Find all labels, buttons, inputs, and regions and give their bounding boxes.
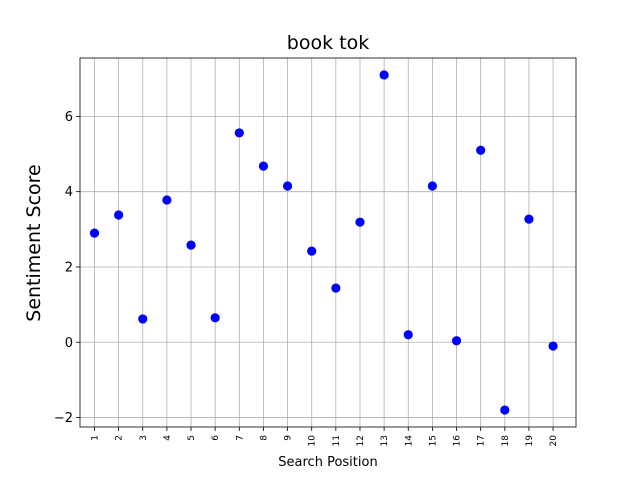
- data-point: [331, 283, 341, 293]
- x-tick-label: 20: [549, 435, 559, 447]
- y-tick-label: 2: [65, 260, 73, 275]
- y-tick-label: −2: [54, 411, 73, 426]
- x-tick-label: 2: [115, 435, 125, 441]
- data-point: [500, 405, 510, 415]
- x-tick-label: 7: [235, 435, 245, 441]
- x-tick-label: 1: [90, 435, 100, 441]
- x-tick-label: 18: [501, 435, 511, 447]
- y-axis-ticks: −2 0 2 4 6: [54, 110, 80, 426]
- y-tick-label: 4: [65, 185, 73, 200]
- y-axis-label: Sentiment Score: [23, 164, 45, 321]
- data-point: [89, 228, 100, 238]
- x-tick-label: 12: [356, 435, 366, 446]
- data-point: [307, 246, 317, 256]
- x-tick-label: 4: [163, 435, 173, 441]
- y-tick-label: 0: [65, 336, 73, 351]
- data-point: [476, 145, 486, 155]
- data-point: [114, 210, 124, 220]
- x-tick-label: 19: [525, 435, 535, 447]
- data-point: [258, 161, 269, 171]
- x-tick-label: 10: [308, 435, 318, 447]
- x-tick-label: 16: [453, 435, 463, 447]
- data-point: [548, 341, 558, 351]
- x-tick-label: 6: [211, 435, 221, 441]
- data-point: [379, 70, 389, 80]
- data-points: [89, 70, 558, 415]
- x-tick-label: 17: [477, 435, 487, 446]
- x-axis-label: Search Position: [278, 455, 377, 470]
- data-point: [282, 181, 293, 191]
- data-point: [355, 217, 365, 227]
- data-point: [210, 313, 220, 323]
- x-tick-label: 3: [139, 435, 149, 441]
- y-tick-label: 6: [65, 110, 73, 125]
- x-tick-label: 11: [332, 435, 342, 446]
- data-point: [451, 336, 462, 346]
- x-tick-label: 5: [187, 435, 197, 441]
- chart-title: book tok: [287, 32, 369, 54]
- data-point: [403, 330, 413, 340]
- x-tick-label: 15: [428, 435, 438, 446]
- data-point: [427, 181, 437, 191]
- data-point: [162, 195, 172, 205]
- x-axis-ticks: 1 2 3 4 5 6 7 8 9 10 11 12 13 14 15 16 17 18 19 20: [90, 427, 559, 446]
- data-point: [524, 214, 534, 224]
- data-point: [186, 240, 196, 250]
- x-tick-label: 13: [380, 435, 390, 446]
- x-tick-label: 8: [259, 435, 269, 441]
- x-tick-label: 14: [404, 435, 414, 447]
- x-tick-label: 9: [284, 435, 294, 441]
- data-point: [234, 128, 244, 138]
- plot-frame: [79, 57, 577, 428]
- grid: [80, 58, 576, 427]
- data-point: [138, 314, 148, 324]
